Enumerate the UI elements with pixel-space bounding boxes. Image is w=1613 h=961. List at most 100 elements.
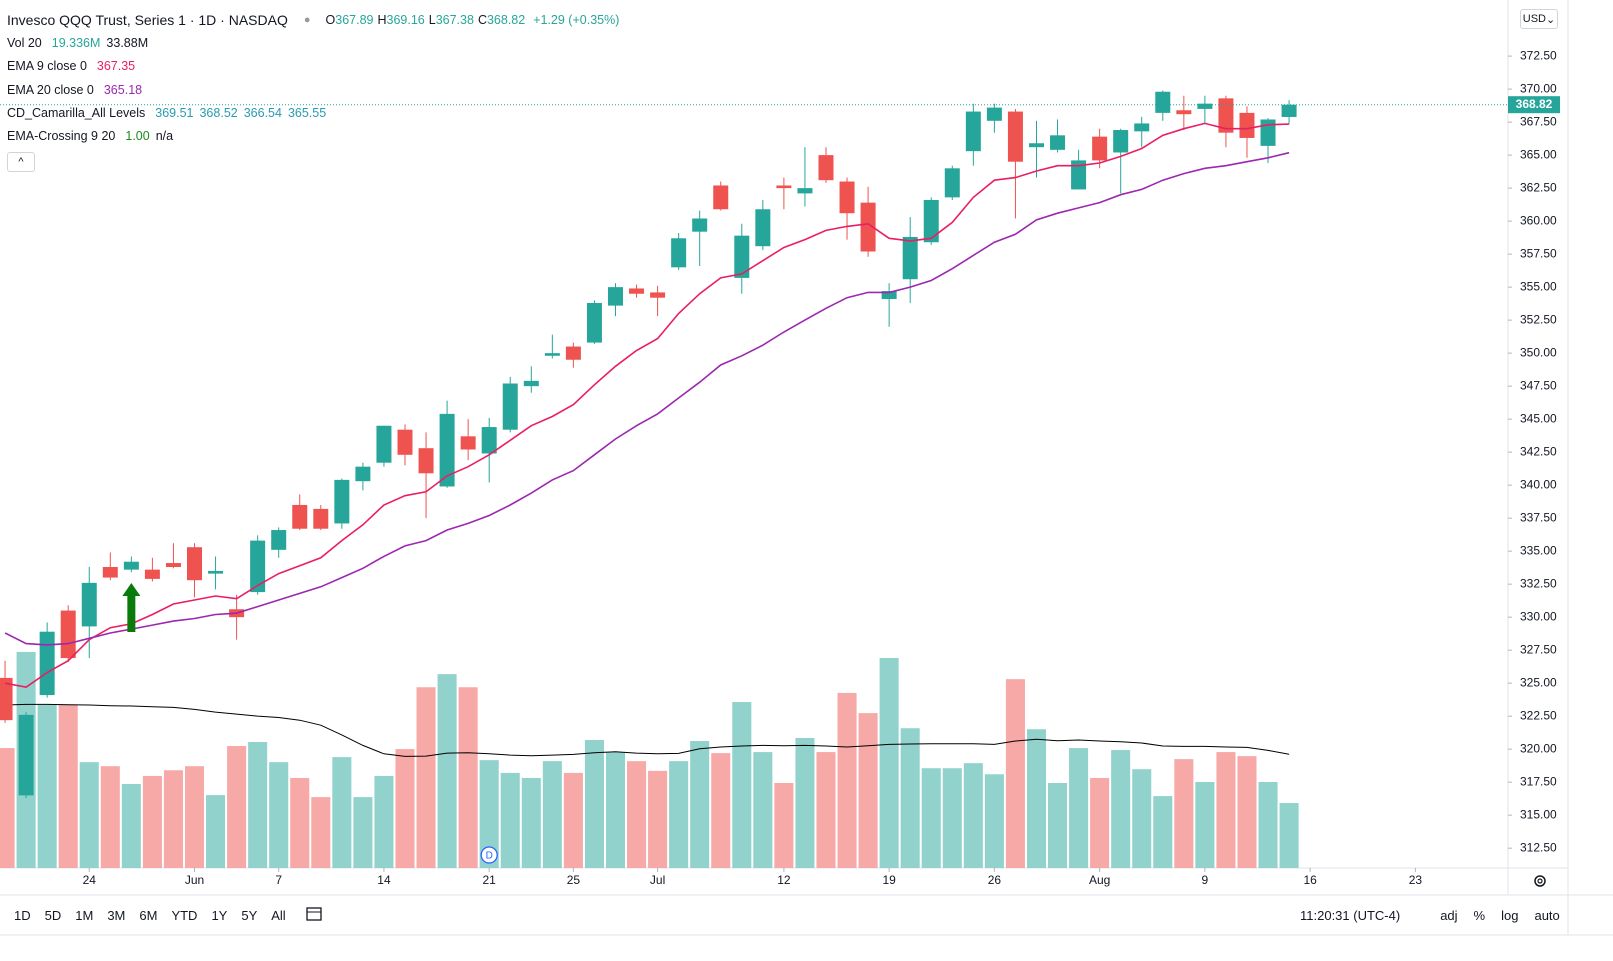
indicator-value: 369.51	[155, 105, 194, 120]
indicator-value: 19.336M	[51, 35, 101, 50]
ohlc-value: 367.89	[335, 12, 374, 27]
candle-body	[797, 188, 813, 194]
candle-body	[565, 346, 581, 360]
candle-body	[818, 155, 834, 181]
x-tick-label: 16	[1303, 873, 1317, 887]
x-tick-label: 12	[777, 873, 791, 887]
x-tick-label: 21	[483, 873, 497, 887]
candle-body	[1155, 91, 1171, 113]
volume-bar	[774, 782, 794, 868]
calendar[interactable]	[306, 907, 322, 921]
x-tick-label: Aug	[1089, 873, 1110, 887]
volume-bar	[1132, 769, 1152, 868]
currency-button[interactable]: USD ⌄	[1520, 9, 1558, 29]
clock: 11:20:31 (UTC-4)	[1300, 907, 1401, 923]
range-button[interactable]: 1Y	[211, 907, 228, 923]
volume-bar	[374, 775, 394, 868]
scale-button[interactable]: adj	[1440, 907, 1458, 923]
ohlc-key: C	[477, 12, 487, 27]
volume-bar	[458, 687, 478, 868]
candle-body	[502, 383, 518, 430]
candle-body	[397, 429, 413, 455]
volume-bar	[627, 761, 647, 868]
candle-body	[650, 292, 666, 298]
gear-hub[interactable]	[1537, 878, 1543, 884]
y-tick-label: 352.50	[1520, 312, 1557, 326]
range-button[interactable]: All	[271, 907, 286, 923]
gear[interactable]	[1534, 875, 1546, 887]
candle-body	[1176, 110, 1192, 115]
x-tick-label: Jul	[650, 873, 665, 887]
candle-body	[839, 181, 855, 214]
volume-bar	[1153, 796, 1173, 868]
indicator-value: 1.00	[125, 129, 150, 144]
currency[interactable]: USD	[1522, 13, 1546, 25]
y-tick-label: 315.00	[1520, 807, 1557, 821]
ema-line	[4, 151, 1290, 646]
ema-line	[4, 122, 1290, 688]
y-tick-label: 322.50	[1520, 708, 1557, 722]
indicator-row: CD_Camarilla_All Levels 369.51 368.52 366.5…	[7, 101, 619, 124]
candle-body	[418, 448, 434, 474]
y-tick-label: 340.00	[1520, 477, 1557, 491]
y-tick-label: 342.50	[1520, 444, 1557, 458]
volume-bar	[521, 777, 541, 868]
y-tick-label: 350.00	[1520, 345, 1557, 359]
volume-bar	[269, 762, 289, 868]
indicator-value: 368.52	[199, 105, 238, 120]
volume-bar	[669, 761, 689, 868]
volume-bar	[584, 739, 604, 868]
y-tick-label: 312.50	[1520, 840, 1557, 854]
volume-bar	[711, 753, 731, 868]
y-tick-label: 355.00	[1520, 279, 1557, 293]
volume-bar	[206, 795, 226, 868]
scale-buttons: adj% log auto	[1440, 908, 1576, 923]
scale-button[interactable]: log	[1501, 907, 1519, 923]
scale-button[interactable]: auto	[1534, 907, 1560, 923]
candle-body	[292, 504, 308, 529]
volume-bar	[963, 763, 983, 868]
range-bar: 1D 5D 1M 3M 6M YTD 1Y 5Y All	[14, 904, 300, 926]
candle-body	[1028, 143, 1044, 148]
volume-bar	[837, 692, 857, 868]
x-tick-label: 24	[83, 873, 97, 887]
candle-body	[1239, 112, 1255, 138]
volume-bar	[1216, 752, 1236, 868]
volume-bar	[332, 757, 352, 868]
scale-button[interactable]: %	[1473, 907, 1486, 923]
volume-bar	[732, 702, 752, 868]
calendar-icon[interactable]	[306, 907, 322, 921]
candle-body	[734, 235, 750, 278]
settings-icon[interactable]	[1534, 875, 1546, 887]
indicator-name: EMA 9 close 0	[7, 59, 87, 74]
candle-body	[1218, 98, 1234, 133]
indicator-value: 365.55	[287, 105, 327, 120]
indicator-value: 366.54	[243, 105, 282, 120]
signal-arrow	[122, 583, 141, 632]
volume-bar	[142, 775, 162, 868]
candle-body	[81, 582, 97, 627]
range-button[interactable]: YTD	[171, 907, 198, 923]
y-tick-label: 317.50	[1520, 774, 1557, 788]
ohlc: O367.89 H369.16 L367.38 C368.82	[326, 13, 530, 27]
range-button[interactable]: 5D	[44, 907, 62, 923]
range-button[interactable]: 1M	[75, 907, 94, 923]
volume-bar	[100, 766, 120, 868]
range-button[interactable]: 1D	[14, 907, 31, 923]
volume-bar	[227, 746, 247, 868]
y-tick-label: 367.50	[1520, 114, 1557, 128]
range-button[interactable]: 6M	[139, 907, 158, 923]
ohlc-value: 367.38	[435, 12, 474, 27]
volume-bar	[1279, 803, 1299, 868]
volume-bar	[690, 740, 710, 868]
volume-bar	[900, 728, 920, 868]
range-button[interactable]: 3M	[107, 907, 126, 923]
last-price-box	[1508, 96, 1560, 114]
y-tick-label: 365.00	[1520, 147, 1557, 161]
candle-body	[1071, 160, 1087, 190]
candle-body	[1113, 130, 1129, 153]
range-button[interactable]: 5Y	[241, 907, 258, 923]
collapse-button[interactable]: ^	[7, 151, 35, 172]
candle-body	[986, 107, 1002, 121]
